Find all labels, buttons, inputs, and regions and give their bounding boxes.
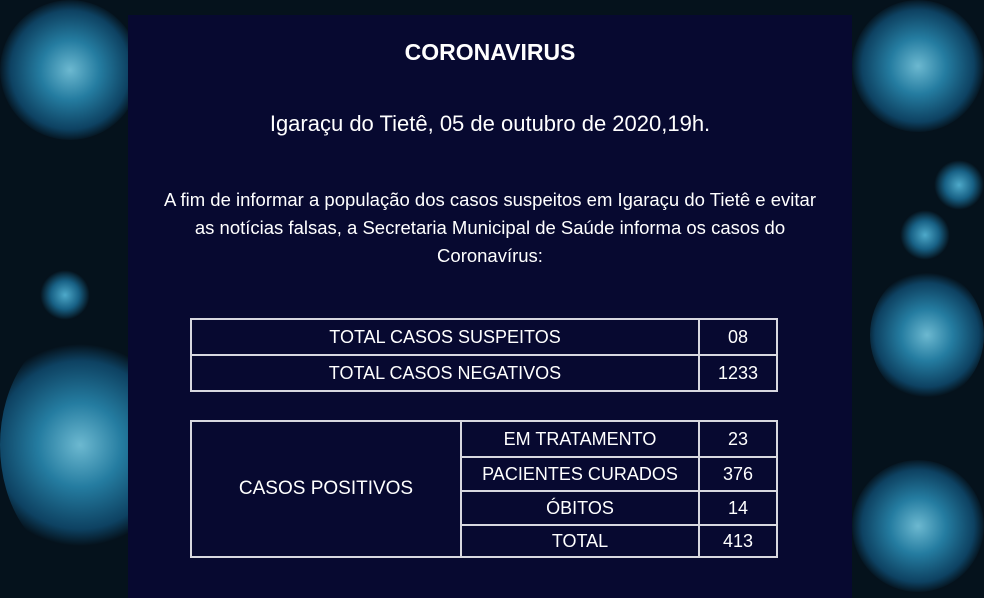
row-value: 413: [698, 524, 778, 558]
row-value: 1233: [698, 354, 778, 392]
positive-label: CASOS POSITIVOS: [190, 420, 462, 558]
row-value: 376: [698, 456, 778, 492]
table-row: ÓBITOS 14: [191, 490, 778, 526]
table-row: TOTAL CASOS SUSPEITOS 08: [190, 318, 778, 356]
virus-image: [852, 460, 984, 592]
row-value: 08: [698, 318, 778, 356]
virus-image: [852, 0, 984, 132]
row-label: TOTAL CASOS NEGATIVOS: [190, 354, 700, 392]
date-line: Igaraçu do Tietê, 05 de outubro de 2020,…: [269, 111, 711, 136]
row-value: 14: [698, 490, 778, 526]
virus-image: [870, 270, 984, 400]
row-label: TOTAL CASOS SUSPEITOS: [190, 318, 700, 356]
table-row: TOTAL CASOS NEGATIVOS 1233: [190, 354, 778, 392]
positive-cases-table: CASOS POSITIVOS EM TRATAMENTO 23 PACIENT…: [190, 420, 778, 558]
summary-table: TOTAL CASOS SUSPEITOS 08 TOTAL CASOS NEG…: [190, 318, 778, 392]
virus-image: [900, 210, 950, 260]
row-label: PACIENTES CURADOS: [460, 456, 700, 492]
row-label: EM TRATAMENTO: [460, 420, 700, 458]
row-label: TOTAL: [460, 524, 700, 558]
intro-text: A fim de informar a população dos casos …: [164, 189, 816, 266]
table-row: CASOS POSITIVOS EM TRATAMENTO 23: [190, 420, 778, 558]
bulletin-panel: CORONAVIRUS Igaraçu do Tietê, 05 de outu…: [128, 15, 852, 598]
row-label: ÓBITOS: [460, 490, 700, 526]
table-row: TOTAL 413: [191, 524, 778, 558]
table-row: PACIENTES CURADOS 376: [191, 456, 778, 492]
virus-image: [40, 270, 90, 320]
bulletin-title: CORONAVIRUS: [404, 39, 576, 65]
virus-image: [934, 160, 984, 210]
row-value: 23: [698, 420, 778, 458]
virus-image: [0, 0, 140, 140]
